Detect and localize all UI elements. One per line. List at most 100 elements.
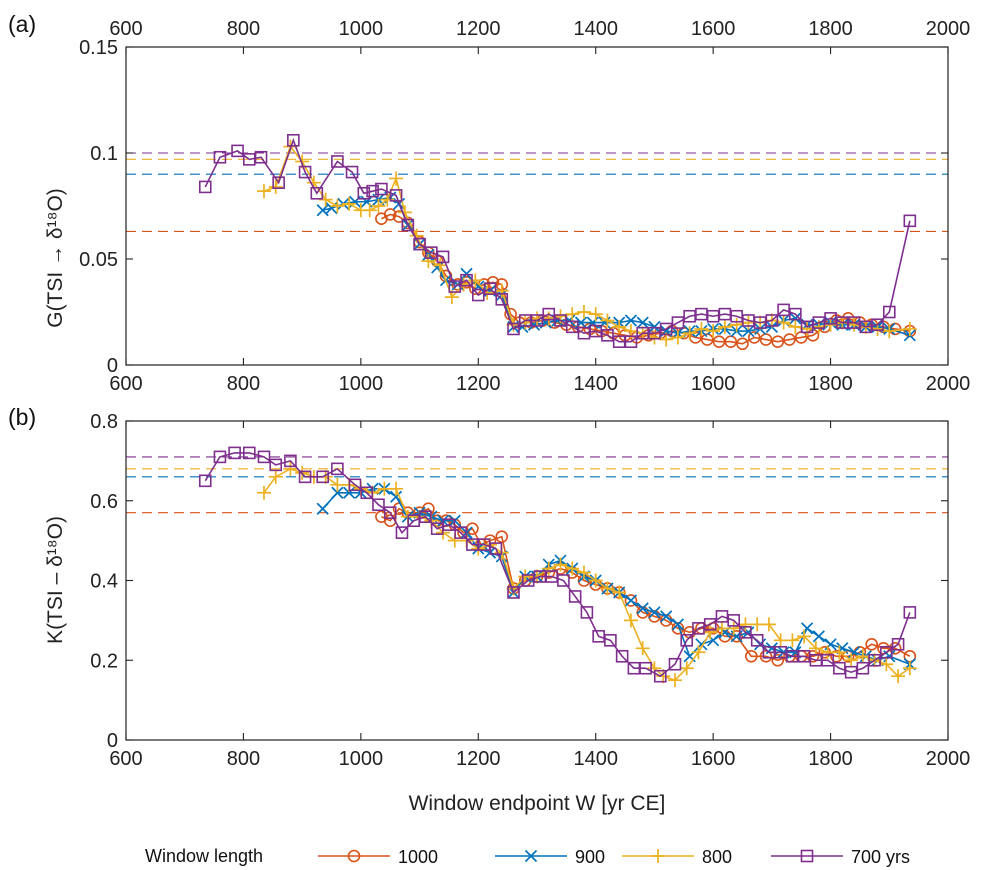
data-point xyxy=(821,653,834,667)
data-point xyxy=(727,614,740,627)
legend-marker xyxy=(347,849,361,863)
data-point xyxy=(383,208,397,221)
y-tick-label: 0.2 xyxy=(90,650,118,672)
data-point xyxy=(371,199,386,213)
x-tick-label: 1200 xyxy=(456,748,501,770)
data-point xyxy=(703,625,718,640)
data-point xyxy=(797,629,812,644)
data-point xyxy=(667,673,682,688)
data-point xyxy=(671,622,685,635)
data-point xyxy=(213,150,227,164)
data-point xyxy=(421,254,436,269)
data-point xyxy=(783,333,796,346)
x-tick-label-top: 600 xyxy=(109,18,142,40)
data-point xyxy=(648,320,661,333)
x-tick-label: 1600 xyxy=(691,373,736,395)
data-point xyxy=(891,637,905,651)
data-point xyxy=(773,633,788,648)
data-point xyxy=(471,288,485,302)
data-point xyxy=(703,618,717,631)
x-tick-label: 1200 xyxy=(456,373,501,395)
x-tick-label-top: 2000 xyxy=(926,18,971,40)
data-point xyxy=(761,617,776,632)
y-tick-label: 0 xyxy=(107,355,118,377)
data-point xyxy=(659,322,673,336)
data-point xyxy=(298,470,312,484)
data-point xyxy=(707,634,720,647)
data-point xyxy=(601,329,614,342)
data-point xyxy=(448,280,462,293)
y-tick-label: 0 xyxy=(107,730,118,752)
data-point xyxy=(357,186,371,200)
data-point xyxy=(736,337,749,351)
data-point xyxy=(588,307,603,322)
data-point xyxy=(580,606,594,619)
data-point xyxy=(565,320,579,334)
data-point xyxy=(636,606,649,619)
y-axis-label: K(TSI – δ¹⁸O) xyxy=(44,516,67,644)
data-point xyxy=(823,317,838,332)
data-point xyxy=(771,653,785,667)
data-point xyxy=(880,645,893,659)
data-point xyxy=(468,273,483,288)
panel-a: (a) 600 800 1000 1200 1400 1600 1800 2000 600 800… xyxy=(8,11,970,395)
data-point xyxy=(565,561,580,576)
data-point xyxy=(717,319,732,334)
data-point xyxy=(624,335,638,348)
data-point xyxy=(377,481,392,496)
data-point xyxy=(287,133,300,147)
x-tick-label: 1400 xyxy=(573,373,618,395)
data-point xyxy=(679,661,694,676)
data-point xyxy=(648,606,661,619)
data-point xyxy=(588,573,603,588)
data-point xyxy=(656,669,671,684)
data-point xyxy=(507,322,520,336)
x-tick-label: 2000 xyxy=(926,748,971,770)
data-point xyxy=(729,317,744,332)
series xyxy=(256,139,917,347)
x-tick-label: 1000 xyxy=(339,748,384,770)
data-point xyxy=(668,657,682,671)
data-point xyxy=(460,267,473,280)
data-point xyxy=(660,610,673,623)
series-line xyxy=(263,145,910,341)
data-point xyxy=(565,307,580,322)
data-point xyxy=(553,557,568,572)
data-point xyxy=(741,315,756,330)
x-tick-label: 1400 xyxy=(573,748,618,770)
data-point xyxy=(882,324,897,339)
x-tick-label-top: 1000 xyxy=(339,18,384,40)
data-point xyxy=(671,316,685,329)
data-point xyxy=(419,510,432,524)
data-point xyxy=(624,314,638,327)
data-point xyxy=(389,481,404,496)
data-point xyxy=(568,590,582,603)
data-point xyxy=(738,617,753,632)
data-point xyxy=(489,542,503,555)
data-point xyxy=(401,218,415,232)
data-point xyxy=(348,478,362,492)
data-point xyxy=(298,165,312,179)
data-point xyxy=(789,307,802,321)
axes-box xyxy=(125,46,949,366)
legend-label: 1000 xyxy=(398,847,438,867)
series-line xyxy=(381,507,911,662)
data-point xyxy=(576,565,591,580)
legend-items: 1000 900 800 700 yrs xyxy=(318,847,910,867)
data-point xyxy=(366,184,379,198)
y-tick-label: 0.6 xyxy=(90,491,118,513)
data-point xyxy=(789,312,802,325)
x-tick-label-top: 1400 xyxy=(573,18,618,40)
series xyxy=(198,446,917,683)
data-point xyxy=(383,506,397,520)
data-point xyxy=(653,669,667,683)
data-point xyxy=(902,321,917,336)
data-point xyxy=(812,630,825,643)
data-point xyxy=(730,630,743,643)
data-point xyxy=(256,485,271,500)
data-point xyxy=(624,594,638,607)
data-point xyxy=(389,171,404,186)
x-tick-label: 800 xyxy=(227,373,260,395)
data-point xyxy=(541,561,556,576)
